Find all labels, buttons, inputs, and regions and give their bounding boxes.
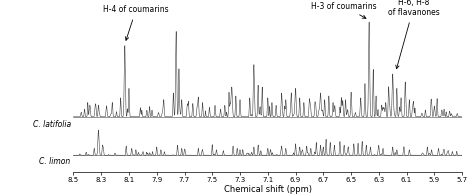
X-axis label: Chemical shift (ppm): Chemical shift (ppm)	[224, 185, 312, 194]
Text: H-4 of coumarins: H-4 of coumarins	[103, 5, 169, 40]
Text: H-3 of coumarins: H-3 of coumarins	[311, 2, 377, 18]
Text: H-6, H-8
of flavanones: H-6, H-8 of flavanones	[388, 0, 439, 69]
Text: C. limon: C. limon	[39, 157, 71, 166]
Text: C. latifolia: C. latifolia	[33, 120, 71, 129]
